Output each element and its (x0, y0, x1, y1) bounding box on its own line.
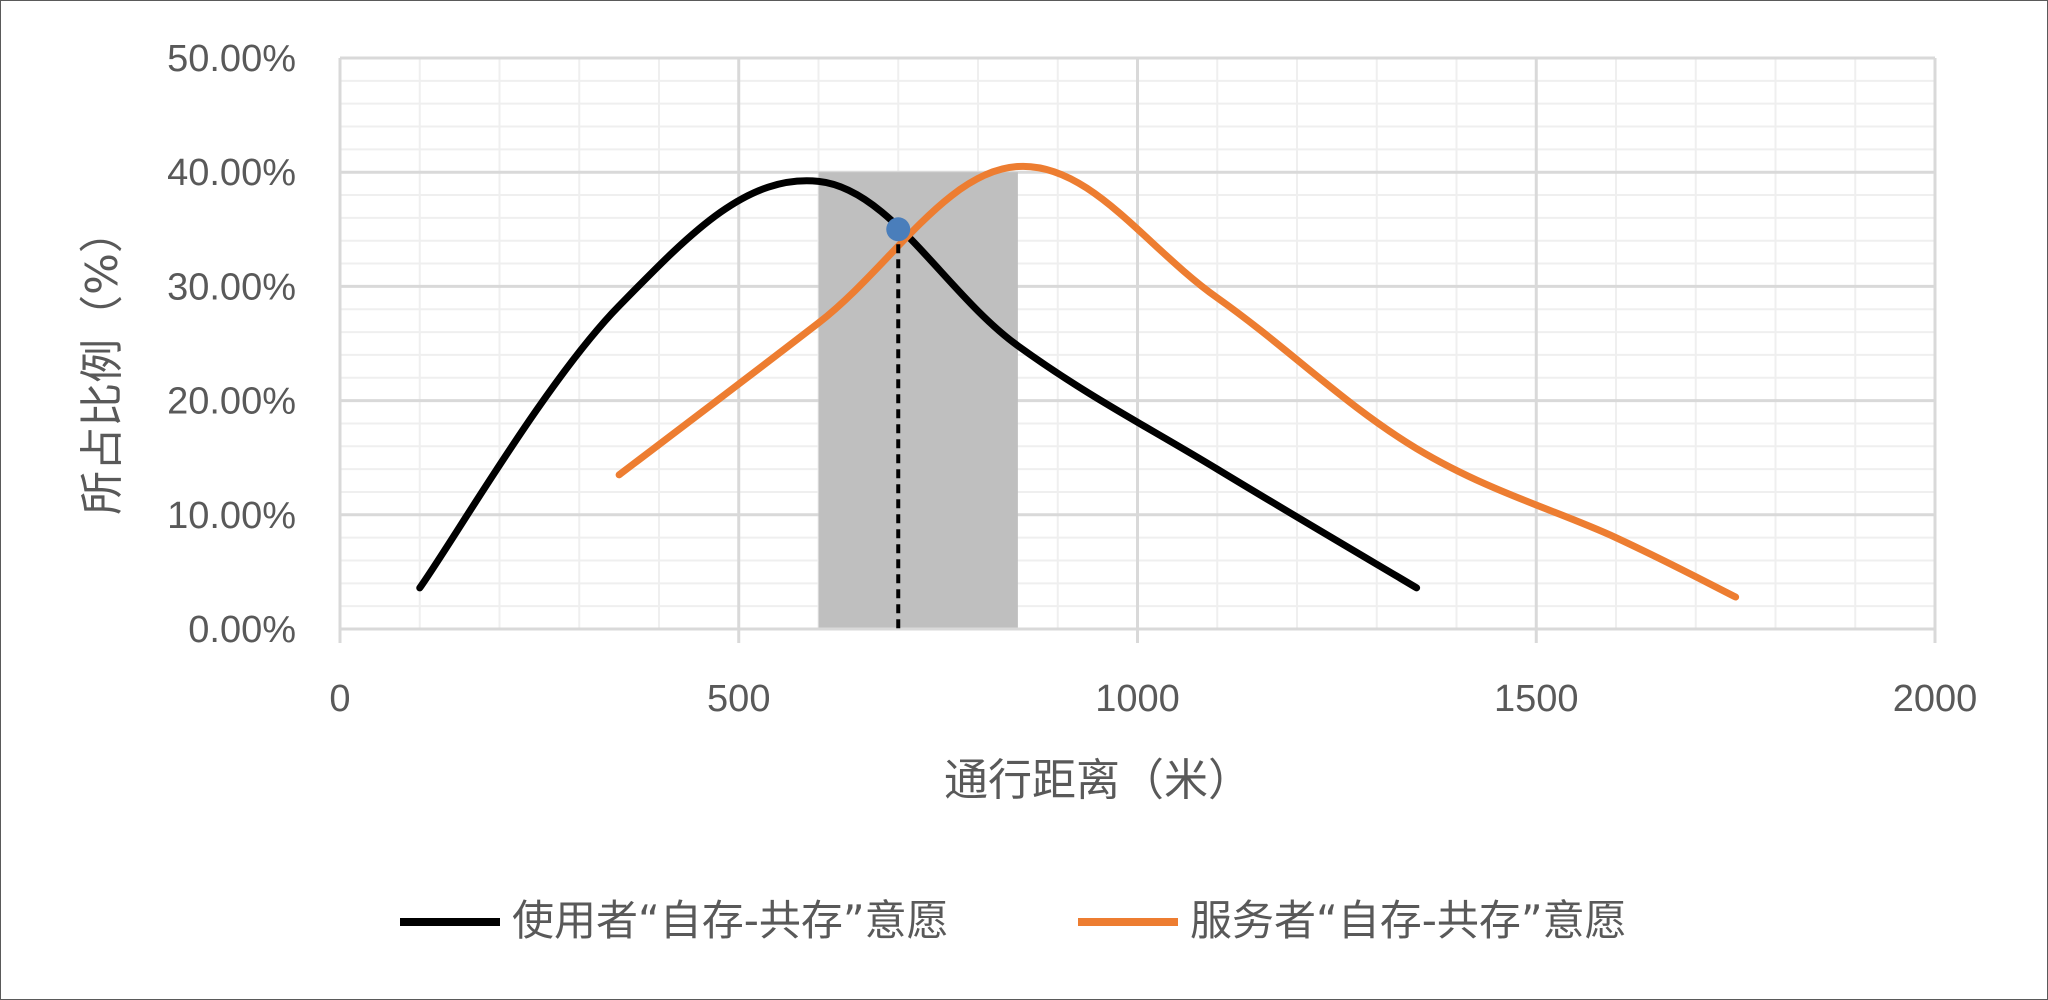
intersection-layer (886, 217, 911, 629)
highlight-band-layer (818, 172, 1018, 629)
legend: 使用者“自存-共存”意愿 服务者“自存-共存”意愿 (400, 896, 1627, 945)
x-axis-title: 通行距离（米） (944, 755, 1252, 806)
y-axis-title: 所占比例（%） (77, 209, 128, 515)
highlight-band (818, 172, 1018, 629)
y-tick-label: 20.00% (167, 381, 296, 423)
legend-label-series-1: 使用者“自存-共存”意愿 (512, 896, 949, 945)
axes (338, 627, 1937, 643)
x-tick-label: 0 (329, 678, 350, 720)
y-tick-labels: 0.00% 10.00% 20.00% 30.00% 40.00% 50.00% (167, 38, 296, 651)
x-tick-label: 500 (707, 678, 770, 720)
x-tick-labels: 0 500 1000 1500 2000 (329, 678, 1977, 720)
legend-label-series-2: 服务者“自存-共存”意愿 (1190, 896, 1627, 945)
y-tick-label: 40.00% (167, 152, 296, 194)
y-tick-label: 0.00% (188, 609, 296, 651)
y-tick-label: 30.00% (167, 266, 296, 308)
intersection-point (886, 217, 911, 242)
x-tick-label: 1500 (1494, 678, 1579, 720)
x-tick-label: 2000 (1893, 678, 1978, 720)
y-tick-label: 50.00% (167, 38, 296, 80)
series-layer (416, 162, 1740, 601)
series-line-2 (615, 162, 1740, 601)
y-tick-label: 10.00% (167, 495, 296, 537)
x-tick-label: 1000 (1095, 678, 1180, 720)
